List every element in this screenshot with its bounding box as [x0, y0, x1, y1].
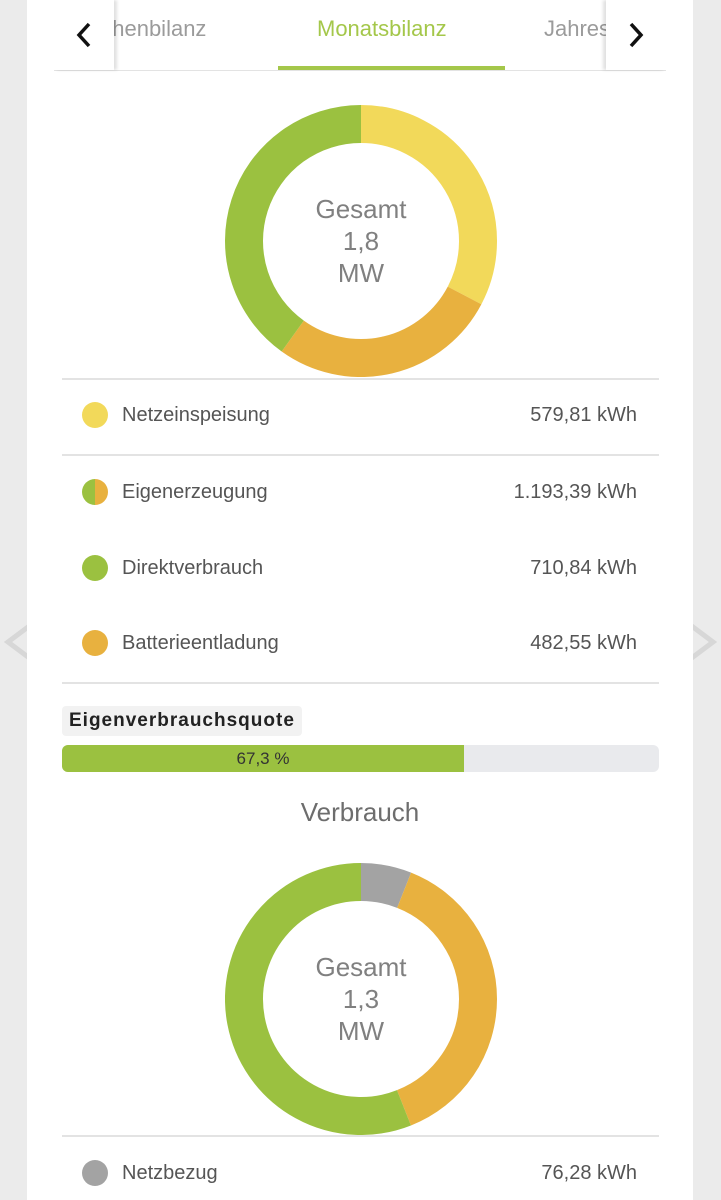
chevron-right-icon	[629, 22, 644, 48]
row-value: 1.193,39 kWh	[513, 481, 637, 503]
divider	[62, 682, 659, 684]
row-label: Batterieentladung	[122, 632, 279, 654]
split-green-orange-dot-icon	[82, 479, 108, 505]
self-consumption-quota-label: Eigenverbrauchsquote	[62, 706, 302, 736]
legend-row-netzbezug: Netzbezug 76,28 kWh	[62, 1153, 659, 1193]
period-tabs: ochenbilanz Monatsbilanz Jahres	[27, 0, 693, 72]
consumption-title: Verbrauch	[300, 797, 420, 827]
tab-year-balance[interactable]: Jahres	[544, 16, 611, 41]
previous-tab-button[interactable]	[54, 0, 114, 70]
row-label: Direktverbrauch	[122, 557, 264, 579]
production-total: Gesamt 1,8 MW	[225, 105, 497, 377]
consumption-segment-direktverbrauch	[225, 863, 411, 1135]
divider	[62, 454, 659, 456]
production-segment-direktverbrauch	[225, 105, 362, 352]
next-tab-button[interactable]	[606, 0, 666, 70]
production-segment-netzeinspeisung	[360, 105, 497, 305]
consumption-segment-netzbezug	[360, 863, 412, 909]
total-unit: MW	[337, 258, 385, 288]
legend-row-netzeinspeisung: Netzeinspeisung 579,81 kWh	[62, 395, 659, 435]
total-value: 1,8	[342, 226, 380, 256]
legend-row-eigenerzeugung: Eigenerzeugung 1.193,39 kWh	[62, 472, 659, 512]
row-value: 482,55 kWh	[530, 632, 637, 654]
row-label: Netzeinspeisung	[122, 404, 270, 426]
legend-row-direktverbrauch: Direktverbrauch 710,84 kWh	[62, 548, 659, 588]
active-tab-indicator	[278, 66, 505, 70]
row-label: Eigenerzeugung	[122, 481, 268, 503]
row-value: 579,81 kWh	[530, 404, 637, 426]
consumption-total: Gesamt 1,3 MW	[225, 863, 497, 1135]
gray-dot-icon	[82, 1160, 108, 1186]
total-label: Gesamt	[315, 194, 407, 224]
quota-bar-fill	[62, 745, 464, 772]
green-dot-icon	[82, 555, 108, 581]
tab-month-balance[interactable]: Monatsbilanz	[317, 16, 447, 41]
total-unit: MW	[337, 1016, 385, 1046]
total-label: Gesamt	[315, 952, 407, 982]
chevron-left-icon	[76, 22, 91, 48]
tab-week-balance[interactable]: ochenbilanz	[89, 16, 207, 41]
balance-card: ochenbilanz Monatsbilanz Jahres Gesamt 1…	[27, 0, 693, 1200]
total-value: 1,3	[342, 984, 380, 1014]
consumption-segment-batterieentladung	[396, 872, 497, 1126]
self-consumption-quota-bar: 67,3 %	[62, 745, 659, 772]
quota-value: 67,3 %	[236, 749, 290, 768]
row-value: 76,28 kWh	[541, 1162, 637, 1184]
production-segment-batterieentladung	[281, 286, 482, 377]
tabs-divider	[54, 70, 666, 71]
row-value: 710,84 kWh	[530, 557, 637, 579]
legend-row-batterieentladung: Batterieentladung 482,55 kWh	[62, 623, 659, 663]
divider	[62, 378, 659, 380]
row-label: Netzbezug	[122, 1162, 218, 1184]
yellow-dot-icon	[82, 402, 108, 428]
divider	[62, 1135, 659, 1137]
consumption-donut-chart: Gesamt 1,3 MW	[225, 863, 497, 1135]
orange-dot-icon	[82, 630, 108, 656]
production-donut-chart: Gesamt 1,8 MW	[225, 105, 497, 377]
